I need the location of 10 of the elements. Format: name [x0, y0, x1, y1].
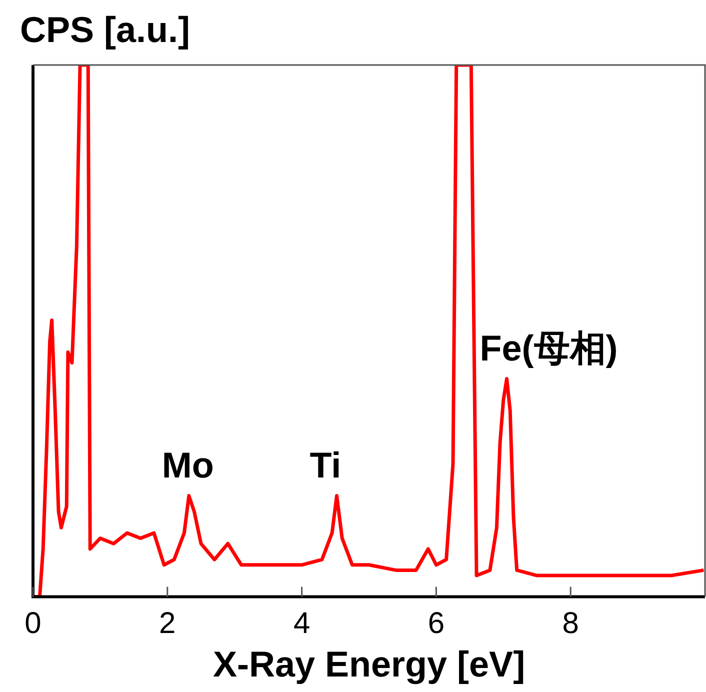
- y-axis-title: CPS [a.u.]: [20, 8, 190, 50]
- x-tick-label: 8: [562, 607, 579, 640]
- x-tick-label: 6: [428, 607, 445, 640]
- x-tick-label: 0: [24, 607, 42, 640]
- x-tick-label: 2: [159, 607, 176, 640]
- x-tick-label: 4: [293, 607, 310, 640]
- annotation: Ti: [310, 444, 342, 486]
- annotation: Mo: [162, 444, 214, 486]
- annotation: Fe(母相): [480, 328, 618, 369]
- x-axis-title: X-Ray Energy [eV]: [212, 643, 526, 684]
